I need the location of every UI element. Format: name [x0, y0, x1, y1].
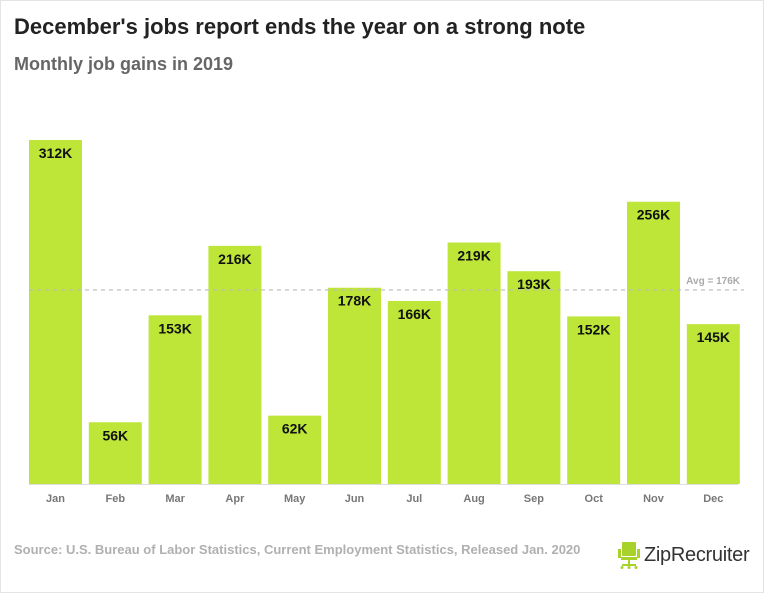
office-chair-icon — [618, 542, 640, 569]
bar-feb — [88, 422, 142, 484]
bar-chart: 312K Jan 56K Feb 153K Mar 216K Apr 62K May 178K Jun… — [29, 140, 744, 505]
bar-oct — [567, 316, 621, 484]
x-tick-label: Feb — [106, 493, 126, 505]
bar-jan — [29, 140, 82, 484]
data-label: 312K — [39, 145, 72, 161]
bar-mar — [148, 315, 202, 484]
bar-jul — [387, 300, 441, 484]
x-tick-label: Apr — [225, 493, 245, 505]
x-tick-label: Jan — [46, 493, 65, 505]
chart-title: December's jobs report ends the year on … — [14, 14, 586, 39]
x-tick-label: May — [284, 493, 306, 505]
x-tick-label: Sep — [524, 493, 544, 505]
x-tick-label: Jul — [406, 493, 422, 505]
data-label: 145K — [697, 329, 730, 345]
x-tick-label: Oct — [585, 493, 604, 505]
data-label: 178K — [338, 293, 371, 309]
data-label: 62K — [282, 421, 308, 437]
average-label: Avg = 176K — [686, 276, 741, 287]
bar-apr — [208, 245, 262, 484]
data-label: 219K — [457, 248, 490, 264]
data-label: 152K — [577, 321, 610, 337]
bar-dec — [686, 324, 740, 484]
data-label: 256K — [637, 207, 670, 223]
bar-aug — [447, 242, 501, 484]
bar-may — [268, 415, 322, 484]
bar-jun — [328, 287, 381, 484]
x-tick-label: Mar — [165, 493, 185, 505]
logo-text: ZipRecruiter — [644, 543, 750, 566]
x-tick-label: Aug — [463, 493, 484, 505]
data-label: 166K — [398, 306, 431, 322]
data-label: 216K — [218, 251, 251, 267]
x-tick-label: Nov — [643, 493, 665, 505]
x-tick-label: Dec — [703, 493, 723, 505]
ziprecruiter-logo: ZipRecruiter — [618, 541, 750, 569]
chart-subtitle: Monthly job gains in 2019 — [14, 54, 234, 74]
data-label: 153K — [158, 320, 191, 336]
data-label: 193K — [517, 276, 550, 292]
source-note: Source: U.S. Bureau of Labor Statistics,… — [14, 542, 581, 557]
data-label: 56K — [102, 427, 128, 443]
bar-sep — [507, 271, 561, 484]
bar-nov — [627, 201, 680, 484]
x-tick-label: Jun — [345, 493, 365, 505]
